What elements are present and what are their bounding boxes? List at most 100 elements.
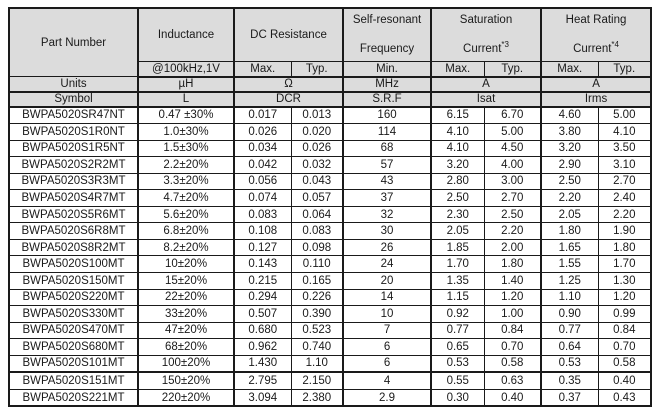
value-cell: 0.165 [290, 271, 344, 290]
value-cell: 2.30 [430, 205, 485, 224]
value-cell: 0.53 [430, 354, 485, 373]
value-cell: 0.042 [233, 156, 292, 174]
table-row: BWPA5020S3R3MT 3.3±20% 0.056 0.043 43 2.80 3.0… [8, 172, 652, 191]
value-cell: 68 [342, 139, 432, 158]
value-cell: 10±20% [137, 255, 235, 273]
value-cell: 6.70 [483, 105, 542, 125]
value-cell: 37 [342, 189, 432, 207]
value-cell: 0.53 [540, 354, 599, 373]
value-cell: 1.0±30% [137, 123, 235, 141]
part-number-cell: BWPA5020S100MT [8, 255, 139, 273]
value-cell: 3.00 [483, 172, 542, 191]
value-cell: 2.795 [233, 371, 292, 390]
value-cell: 0.507 [233, 305, 292, 323]
table-row: BWPA5020S4R7MT 4.7±20% 0.074 0.057 37 2.50 2.7… [8, 189, 652, 207]
value-cell: 4.00 [483, 156, 542, 174]
value-cell: 4.60 [540, 105, 599, 125]
value-cell: 1.15 [430, 288, 485, 307]
value-cell: 0.215 [233, 271, 292, 290]
irms-symbol: Irms [540, 91, 652, 108]
value-cell: 0.083 [290, 222, 344, 240]
part-number-cell: BWPA5020S1R5NT [8, 139, 139, 158]
value-cell: 3.20 [540, 139, 599, 158]
part-number-cell: BWPA5020S6R8MT [8, 222, 139, 240]
value-cell: 100±20% [137, 354, 235, 373]
value-cell: 0.034 [233, 139, 292, 158]
value-cell: 0.056 [233, 172, 292, 191]
value-cell: 15±20% [137, 271, 235, 290]
value-cell: 4 [342, 371, 432, 390]
value-cell: 0.026 [233, 123, 292, 141]
part-number-cell: BWPA5020S101MT [8, 354, 139, 373]
value-cell: 0.083 [233, 205, 292, 224]
value-cell: 1.80 [597, 238, 652, 257]
part-number-cell: BWPA5020S4R7MT [8, 189, 139, 207]
value-cell: 47±20% [137, 321, 235, 340]
value-cell: 2.80 [430, 172, 485, 191]
value-cell: 0.90 [540, 305, 599, 323]
value-cell: 0.43 [597, 388, 652, 407]
part-number-cell: BWPA5020S680MT [8, 338, 139, 356]
value-cell: 2.20 [540, 189, 599, 207]
value-cell: 0.294 [233, 288, 292, 307]
value-cell: 0.99 [597, 305, 652, 323]
value-cell: 33±20% [137, 305, 235, 323]
value-cell: 2.50 [540, 172, 599, 191]
value-cell: 0.55 [430, 371, 485, 390]
srf-symbol: S.R.F [342, 91, 432, 108]
value-cell: 0.58 [597, 354, 652, 373]
value-cell: 1.5±30% [137, 139, 235, 158]
value-cell: 30 [342, 222, 432, 240]
value-cell: 6 [342, 354, 432, 373]
part-number-cell: BWPA5020S5R6MT [8, 205, 139, 224]
value-cell: 1.70 [597, 255, 652, 273]
heat-rating-current-header: Heat Rating Current*4 [540, 7, 652, 62]
value-cell: 6.15 [430, 105, 485, 125]
value-cell: 0.020 [290, 123, 344, 141]
value-cell: 0.523 [290, 321, 344, 340]
value-cell: 4.50 [483, 139, 542, 158]
value-cell: 3.20 [430, 156, 485, 174]
value-cell: 2.9 [342, 388, 432, 407]
value-cell: 2.20 [597, 205, 652, 224]
value-cell: 2.40 [597, 189, 652, 207]
dc-resistance-header: DC Resistance [232, 7, 344, 62]
value-cell: 68±20% [137, 338, 235, 356]
table-row: BWPA5020S680MT 68±20% 0.962 0.740 6 0.65 0.70 0… [8, 338, 652, 356]
table-row: BWPA5020S2R2MT 2.2±20% 0.042 0.032 57 3.20 4.0… [8, 156, 652, 174]
value-cell: 1.35 [430, 271, 485, 290]
value-cell: 0.40 [483, 388, 542, 407]
value-cell: 2.70 [483, 189, 542, 207]
table-row: BWPA5020S150MT 15±20% 0.215 0.165 20 1.35 1.40… [8, 271, 652, 290]
irms-typ-label: Typ. [597, 61, 652, 78]
value-cell: 3.10 [597, 156, 652, 174]
value-cell: 220±20% [137, 388, 235, 407]
value-cell: 0.92 [430, 305, 485, 323]
table-row: BWPA5020S1R5NT 1.5±30% 0.034 0.026 68 4.10 4.5… [8, 139, 652, 158]
irms-max-label: Max. [540, 61, 599, 78]
table-row: BWPA5020S5R6MT 5.6±20% 0.083 0.064 32 2.30 2.5… [8, 205, 652, 224]
value-cell: 0.63 [483, 371, 542, 390]
value-cell: 0.30 [430, 388, 485, 407]
value-cell: 114 [342, 123, 432, 141]
value-cell: 1.20 [597, 288, 652, 307]
value-cell: 3.3±20% [137, 172, 235, 191]
value-cell: 3.094 [233, 388, 292, 407]
value-cell: 0.127 [233, 238, 292, 257]
value-cell: 1.80 [483, 255, 542, 273]
value-cell: 0.013 [290, 105, 344, 125]
irms-unit: A [540, 76, 652, 93]
srf-min-label: Min. [342, 61, 432, 78]
table-row: BWPA5020S100MT 10±20% 0.143 0.110 24 1.70 1.80… [8, 255, 652, 273]
value-cell: 4.7±20% [137, 189, 235, 207]
value-cell: 1.430 [233, 354, 292, 373]
value-cell: 0.043 [290, 172, 344, 191]
part-number-cell: BWPA5020S3R3MT [8, 172, 139, 191]
value-cell: 2.380 [290, 388, 344, 407]
value-cell: 0.77 [430, 321, 485, 340]
datasheet-page: Part Number Inductance DC Resistance Sel… [8, 7, 653, 408]
value-cell: 0.70 [597, 338, 652, 356]
value-cell: 0.226 [290, 288, 344, 307]
value-cell: 7 [342, 321, 432, 340]
value-cell: 2.20 [483, 222, 542, 240]
